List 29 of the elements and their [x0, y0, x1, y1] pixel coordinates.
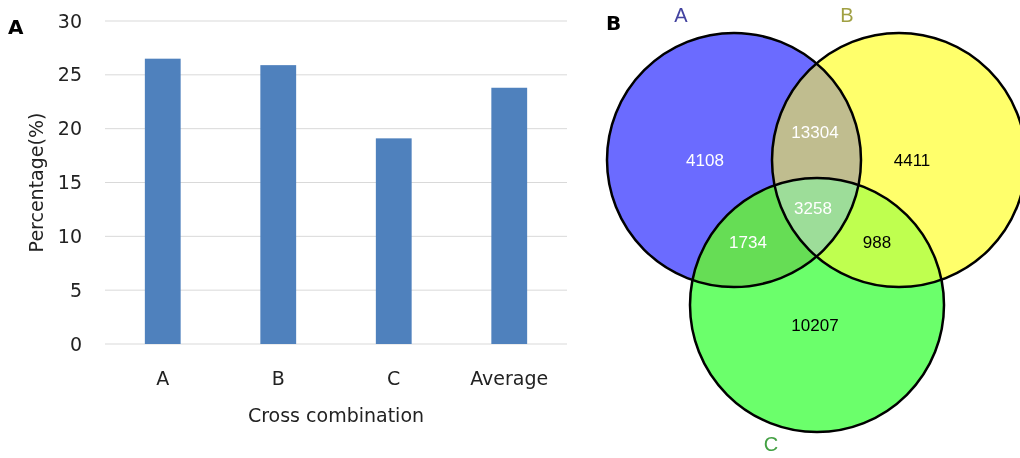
text: 4108: [686, 150, 724, 170]
y-axis-title: Percentage(%): [25, 112, 47, 253]
text: B: [840, 4, 854, 26]
x-axis-title: Cross combination: [247, 404, 425, 426]
x-tick-label: A: [156, 367, 170, 389]
x-tick-label: B: [271, 367, 285, 389]
text: 10207: [791, 315, 839, 335]
y-tick-label: 30: [57, 9, 82, 32]
y-tick-label: 10: [57, 224, 82, 247]
text: 13304: [791, 122, 839, 142]
bar: [260, 65, 297, 344]
chart-title: A: [8, 15, 24, 39]
text: C: [763, 433, 779, 455]
text: 988: [862, 232, 892, 252]
text: 1734: [729, 232, 767, 252]
y-tick-label: 15: [57, 171, 82, 194]
x-tick-label: C: [387, 367, 401, 389]
bar: [375, 138, 412, 344]
y-tick-label: 0: [69, 332, 82, 355]
text: A: [674, 4, 689, 26]
y-tick-label: 25: [57, 63, 82, 86]
bar: [491, 87, 528, 344]
x-tick-label: Average: [470, 367, 549, 389]
text: 4411: [893, 150, 931, 170]
y-tick-label: 5: [69, 278, 82, 301]
y-tick-label: 20: [57, 117, 82, 140]
text: 3258: [794, 198, 832, 218]
text: B: [606, 11, 622, 35]
bar: [144, 58, 181, 344]
